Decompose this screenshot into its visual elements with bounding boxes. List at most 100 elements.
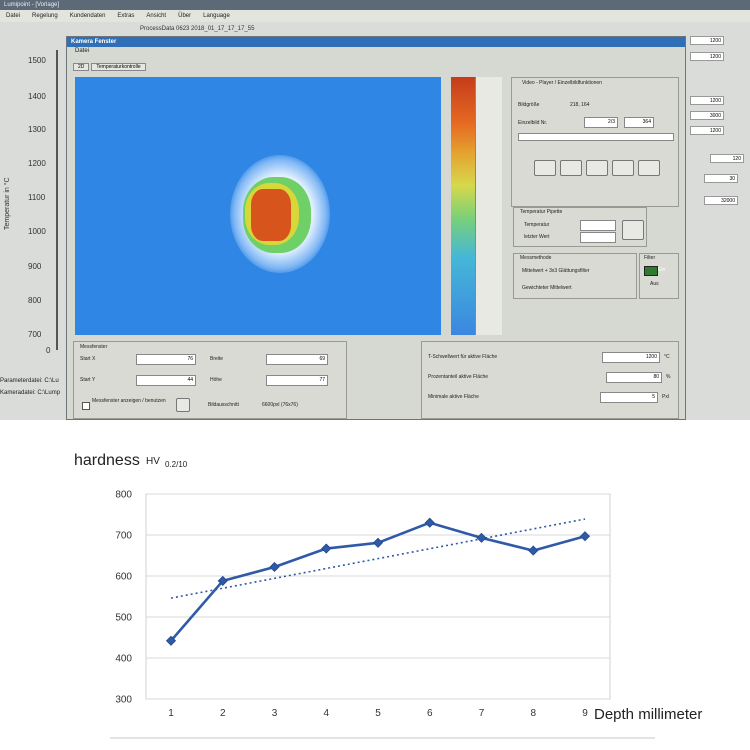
- data-point-marker: [269, 561, 280, 573]
- temp-tick: 1500: [28, 56, 46, 65]
- video-player-panel: Video - Player / Einzelbildfunktionen Bi…: [511, 77, 679, 207]
- data-point-marker: [372, 537, 384, 548]
- height-field[interactable]: 77: [266, 375, 328, 386]
- width-field[interactable]: 69: [266, 354, 328, 365]
- threshold-field[interactable]: 1200: [602, 352, 660, 363]
- frame-field-b[interactable]: 364: [624, 117, 654, 128]
- start-y-label: Start Y: [80, 377, 96, 383]
- frame-field-a[interactable]: 2/3: [584, 117, 618, 128]
- chart-title: hardness: [74, 452, 140, 469]
- color-scale-bar: [451, 77, 475, 335]
- temp-tick: 1400: [28, 92, 46, 101]
- method-option-weighted[interactable]: Gewichteter Mittelwert: [522, 285, 572, 291]
- camera-tabs: 2D Temperaturkontrolle: [73, 63, 146, 71]
- temp-tick: 1200: [28, 159, 46, 168]
- show-window-checkbox[interactable]: [82, 402, 90, 410]
- data-point-marker: [321, 543, 332, 554]
- right-value-field[interactable]: 1200: [690, 96, 724, 105]
- right-value-field[interactable]: 1200: [690, 52, 724, 61]
- temp-tick: 1300: [28, 125, 46, 134]
- pipette-icon[interactable]: [622, 220, 644, 240]
- temp-tick: 900: [28, 262, 42, 271]
- data-point-marker: [476, 532, 487, 543]
- last-value-label: letzter Wert: [524, 234, 550, 240]
- start-x-label: Start X: [80, 356, 96, 362]
- threshold-panel: T-Schwellwert für aktive Fläche 1200 °C …: [421, 341, 679, 419]
- temp-tick: 0: [46, 346, 51, 355]
- right-value-field[interactable]: 1200: [690, 126, 724, 135]
- filter-on-label: Ein: [658, 267, 666, 273]
- process-data-line: ProcessData 0623 2018_01_17_17_17_55: [140, 26, 255, 32]
- last-value-field[interactable]: [580, 232, 616, 243]
- x-tick-label: 7: [479, 708, 485, 719]
- tab-2d[interactable]: 2D: [73, 63, 90, 71]
- filter-on-indicator[interactable]: [644, 266, 658, 276]
- menu-item-extras[interactable]: Extras: [117, 13, 135, 19]
- temperature-label: Temperatur: [524, 222, 550, 228]
- height-label: Höhe: [210, 377, 222, 383]
- min-area-field[interactable]: 5: [600, 392, 658, 403]
- tab-temperature-control[interactable]: Temperaturkontrolle: [91, 63, 146, 71]
- y-tick-label: 600: [115, 572, 132, 583]
- x-tick-label: 1: [168, 708, 174, 719]
- video-section-label: Video - Player / Einzelbildfunktionen: [522, 80, 602, 86]
- filter-off-option[interactable]: Aus: [650, 281, 659, 287]
- menu-item-ueber[interactable]: Über: [178, 13, 192, 19]
- x-tick-label: 6: [427, 708, 433, 719]
- right-value-field[interactable]: 120: [710, 154, 744, 163]
- menu-item-datei[interactable]: Datei: [6, 13, 21, 19]
- start-y-field[interactable]: 44: [136, 375, 196, 386]
- temperature-field[interactable]: [580, 220, 616, 231]
- method-section-label: Messmethode: [520, 255, 552, 261]
- right-value-column: 1200 1200 1200 3000 1200 120 30 32000: [690, 30, 750, 330]
- data-point-marker: [424, 517, 435, 528]
- width-label: Breite: [210, 356, 224, 362]
- frame-label: Einzelbild Nr.: [518, 120, 548, 126]
- image-section-value: 6600pxl (76x76): [262, 402, 298, 408]
- right-value-field[interactable]: 1200: [690, 36, 724, 45]
- thermal-image: [75, 77, 441, 335]
- x-axis-label: Depth millimeter: [594, 706, 703, 723]
- thermal-hot-spot: [251, 189, 291, 241]
- camera-window-title: Kamera Fenster: [67, 37, 685, 47]
- y-tick-label: 800: [115, 490, 132, 501]
- temp-tick: 1100: [28, 193, 46, 202]
- temperature-axis-label: Temperatur in °C: [4, 177, 11, 230]
- camera-menu-datei[interactable]: Datei: [75, 48, 90, 54]
- menu-item-ansicht[interactable]: Ansicht: [146, 13, 167, 19]
- chart-title-load: 0.2/10: [165, 460, 188, 469]
- right-value-field[interactable]: 30: [704, 174, 738, 183]
- show-window-button[interactable]: [176, 398, 190, 412]
- percent-field[interactable]: 80: [606, 372, 662, 383]
- right-value-field[interactable]: 32000: [704, 196, 738, 205]
- software-screenshot: Lumipoint - [Vorlage] Datei Regelung Kun…: [0, 0, 750, 420]
- chart-title-unit: HV: [146, 456, 160, 467]
- right-value-field[interactable]: 3000: [690, 111, 724, 120]
- x-tick-label: 9: [582, 708, 588, 719]
- x-tick-label: 8: [530, 708, 536, 719]
- rewind-button[interactable]: [534, 160, 556, 176]
- step-back-button[interactable]: [560, 160, 582, 176]
- start-x-field[interactable]: 76: [136, 354, 196, 365]
- filter-section-label: Filter: [644, 255, 656, 261]
- step-forward-button[interactable]: [612, 160, 634, 176]
- camera-window: Kamera Fenster Datei 2D Temperaturkontro…: [66, 36, 686, 420]
- trendline: [170, 518, 586, 599]
- plot-area: [145, 493, 611, 700]
- y-tick-label: 500: [115, 613, 132, 624]
- x-tick-label: 5: [375, 708, 381, 719]
- frame-slider[interactable]: [518, 133, 674, 141]
- menu-item-language[interactable]: Language: [203, 13, 230, 19]
- temp-tick: 700: [28, 330, 42, 339]
- record-button[interactable]: [638, 160, 660, 176]
- percent-label: Prozentanteil aktive Fläche: [428, 374, 489, 380]
- filter-panel: Filter Ein Aus: [639, 253, 679, 299]
- data-point-marker: [217, 575, 228, 586]
- method-option-average[interactable]: Mittelwert + 3x3 Glättungsfilter: [522, 268, 590, 274]
- x-tick-label: 3: [272, 708, 278, 719]
- data-point-marker: [528, 545, 539, 556]
- menu-item-regelung[interactable]: Regelung: [32, 13, 58, 19]
- menu-item-kundendaten[interactable]: Kundendaten: [69, 13, 106, 19]
- play-button[interactable]: [586, 160, 608, 176]
- x-tick-label: 4: [323, 708, 329, 719]
